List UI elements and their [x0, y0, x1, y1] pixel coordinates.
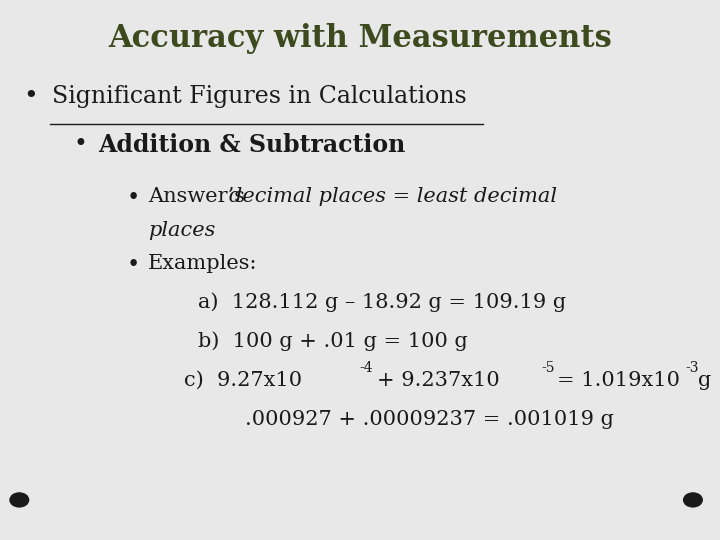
Text: + 9.237x10: + 9.237x10	[377, 371, 500, 390]
Text: •: •	[73, 133, 87, 156]
Text: -5: -5	[541, 361, 554, 375]
Text: Examples:: Examples:	[148, 254, 258, 273]
Text: •: •	[127, 254, 140, 276]
Text: .000927 + .00009237 = .001019 g: .000927 + .00009237 = .001019 g	[245, 410, 614, 429]
Text: c)  9.27x10: c) 9.27x10	[184, 371, 302, 390]
Text: g: g	[698, 371, 711, 390]
Text: Answer’s: Answer’s	[148, 187, 246, 206]
Circle shape	[683, 493, 702, 507]
Text: •: •	[23, 85, 37, 107]
Text: decimal places = least decimal: decimal places = least decimal	[229, 187, 557, 206]
Text: b)  100 g + .01 g = 100 g: b) 100 g + .01 g = 100 g	[199, 332, 468, 352]
Text: Accuracy with Measurements: Accuracy with Measurements	[108, 23, 611, 54]
Text: -4: -4	[360, 361, 374, 375]
Text: Addition & Subtraction: Addition & Subtraction	[98, 133, 405, 157]
Text: •: •	[127, 187, 140, 209]
Text: -3: -3	[685, 361, 698, 375]
Text: a)  128.112 g – 18.92 g = 109.19 g: a) 128.112 g – 18.92 g = 109.19 g	[199, 293, 567, 312]
Text: places: places	[148, 220, 216, 240]
Text: = 1.019x10: = 1.019x10	[557, 371, 680, 390]
Text: Significant Figures in Calculations: Significant Figures in Calculations	[52, 85, 467, 107]
Circle shape	[10, 493, 29, 507]
